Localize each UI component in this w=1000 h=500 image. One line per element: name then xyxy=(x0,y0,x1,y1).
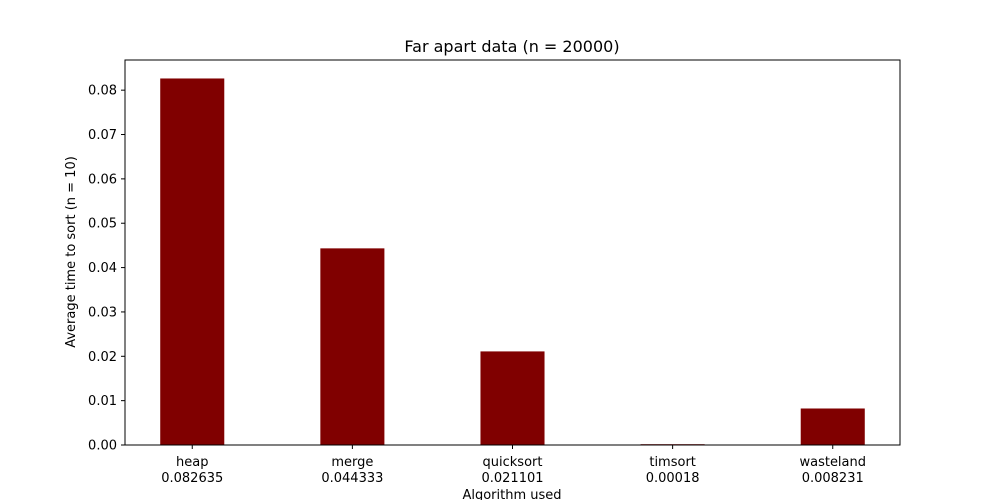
y-tick-label: 0.06 xyxy=(88,172,117,187)
y-tick-label: 0.05 xyxy=(88,217,117,232)
x-tick-label: quicksort 0.021101 xyxy=(481,455,543,486)
bar-2 xyxy=(480,351,545,445)
plot-frame xyxy=(124,59,901,446)
y-tick-label: 0.02 xyxy=(88,350,117,365)
y-tick-label: 0.01 xyxy=(88,394,117,409)
bar-1 xyxy=(320,248,385,445)
x-tick-label: merge 0.044333 xyxy=(321,455,383,486)
y-tick-label: 0.08 xyxy=(88,84,117,99)
y-tick-label: 0.07 xyxy=(88,128,117,143)
y-axis-label: Average time to sort (n = 10) xyxy=(64,156,79,348)
x-tick-label: timsort 0.00018 xyxy=(646,455,700,486)
y-tick-label: 0.00 xyxy=(88,439,117,454)
bar-0 xyxy=(160,78,225,446)
y-tick-label: 0.04 xyxy=(88,261,117,276)
x-tick-label: wasteland 0.008231 xyxy=(799,455,866,486)
y-tick-label: 0.03 xyxy=(88,305,117,320)
x-axis-label: Algorithm used xyxy=(462,488,561,500)
chart-title: Far apart data (n = 20000) xyxy=(404,37,619,56)
x-tick-label: heap 0.082635 xyxy=(161,455,223,486)
bar-4 xyxy=(800,408,865,445)
